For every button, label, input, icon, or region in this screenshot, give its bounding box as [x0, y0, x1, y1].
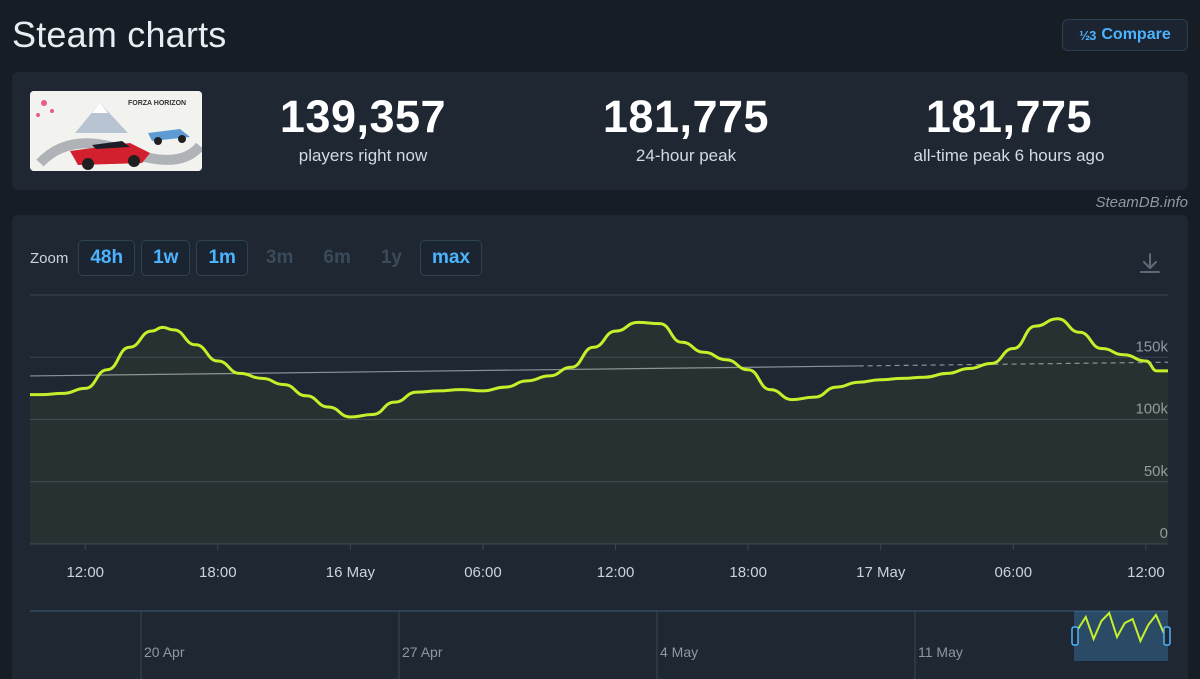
daily-peak-label: 24-hour peak: [635, 146, 737, 165]
daily-peak-stat: 181,775 24-hour peak: [586, 90, 786, 166]
zoom-label: Zoom: [30, 249, 69, 267]
trend-line: [29, 365, 859, 377]
series-area: [30, 318, 1168, 544]
navigator-date-label: 27 Apr: [402, 644, 443, 660]
alltime-peak-label: all-time peak 6 hours ago: [913, 146, 1105, 165]
player-count-chart[interactable]: 0 50k 100k 150k 12:00 18:00 16 May 06:00 12:00 18…: [12, 215, 1188, 679]
y-tick-label: 150k: [1135, 338, 1168, 355]
navigator-date-label: 4 May: [660, 644, 698, 660]
alltime-peak-stat: 181,775 all-time peak 6 hours ago: [859, 90, 1159, 166]
y-tick-label: 50k: [1144, 463, 1169, 480]
x-tick-label: 12:00: [597, 564, 635, 581]
x-tick-label: 16 May: [326, 564, 376, 581]
y-tick-label: 100k: [1135, 401, 1168, 418]
x-tick-label: 06:00: [464, 564, 502, 581]
chart-card: Zoom 48h 1w 1m 3m 6m 1y max 0 50k 100k 150k…: [12, 215, 1188, 679]
compare-button[interactable]: ½3 Compare: [1062, 19, 1188, 51]
navigator-date-label: 20 Apr: [144, 644, 185, 660]
zoom-max-button[interactable]: max: [420, 240, 483, 276]
zoom-1m-button[interactable]: 1m: [196, 240, 248, 276]
series-line: [30, 317, 1168, 419]
stats-card: FORZA HORIZON 139,357 players right now …: [12, 72, 1188, 190]
zoom-3m-button: 3m: [265, 247, 294, 268]
alltime-peak-value: 181,775: [925, 91, 1093, 142]
zoom-controls: Zoom 48h 1w 1m 3m 6m 1y max: [30, 240, 483, 276]
daily-peak-value: 181,775: [602, 91, 770, 142]
zoom-6m-button: 6m: [323, 247, 351, 268]
download-icon[interactable]: [1138, 251, 1162, 275]
x-tick-label: 18:00: [199, 564, 237, 581]
y-tick-label: 0: [1160, 525, 1168, 542]
game-capsule-image[interactable]: FORZA HORIZON: [30, 91, 202, 171]
navigator-handle-left: [1071, 626, 1079, 646]
trend-line-dashed: [858, 361, 1169, 367]
page-title: Steam charts: [12, 14, 227, 55]
x-tick-label: 12:00: [66, 564, 104, 581]
x-tick-label: 06:00: [995, 564, 1033, 581]
players-now-value: 139,357: [279, 91, 447, 142]
game-logo-text: FORZA HORIZON: [128, 100, 186, 107]
zoom-1y-button: 1y: [380, 247, 402, 268]
players-now-stat: 139,357 players right now: [263, 90, 463, 166]
zoom-1w-button[interactable]: 1w: [141, 240, 191, 276]
x-tick-label: 12:00: [1127, 564, 1165, 581]
fraction-icon: ½3: [1079, 27, 1096, 43]
players-now-label: players right now: [298, 146, 428, 165]
compare-label: Compare: [1101, 26, 1171, 43]
x-tick-label: 17 May: [856, 564, 906, 581]
navigator-series-line: [1077, 611, 1165, 644]
navigator-handle-right: [1163, 626, 1171, 646]
x-tick-label: 18:00: [729, 564, 767, 581]
steamdb-credit[interactable]: SteamDB.info: [1095, 194, 1188, 211]
zoom-48h-button[interactable]: 48h: [78, 240, 136, 276]
navigator-date-label: 11 May: [918, 644, 963, 660]
